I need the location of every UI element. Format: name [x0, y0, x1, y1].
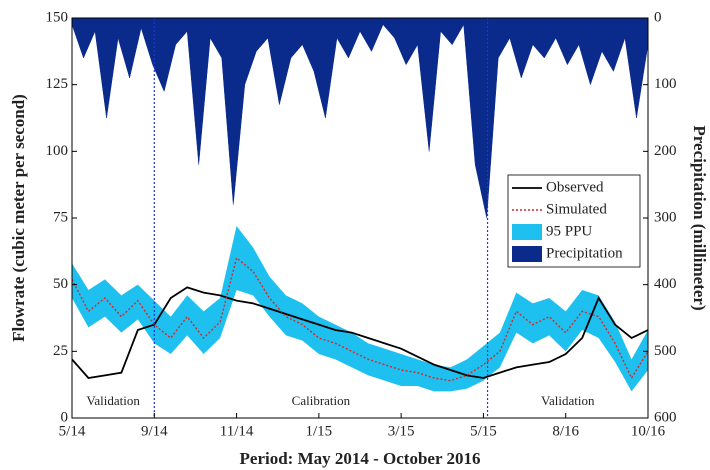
y2-axis-title: Precipitation (millimeter) [690, 125, 709, 310]
x-tick-label: 5/15 [470, 423, 497, 439]
precipitation-area [72, 18, 648, 219]
x-tick-label: 9/14 [141, 423, 168, 439]
x-tick-label: 5/14 [59, 423, 86, 439]
x-axis-title: Period: May 2014 - October 2016 [240, 449, 481, 468]
y2-tick-label: 0 [654, 9, 662, 25]
y-tick-label: 75 [53, 209, 68, 225]
legend-label: Precipitation [546, 245, 623, 261]
y-axis-title: Flowrate (cubic meter per second) [9, 94, 28, 342]
y-tick-label: 25 [53, 343, 68, 359]
y2-tick-label: 200 [654, 143, 677, 159]
y2-tick-label: 400 [654, 276, 677, 292]
y-tick-label: 125 [46, 76, 69, 92]
plot [72, 18, 648, 392]
y2-tick-label: 500 [654, 343, 677, 359]
legend-label: Simulated [546, 201, 607, 217]
legend-swatch [512, 246, 542, 262]
y2-tick-label: 600 [654, 409, 677, 425]
legend-label: Observed [546, 179, 604, 195]
y-tick-label: 150 [46, 9, 69, 25]
period-label: Validation [541, 393, 595, 408]
x-tick-label: 11/14 [220, 423, 254, 439]
y-tick-label: 50 [53, 276, 68, 292]
y-tick-label: 100 [46, 143, 69, 159]
x-tick-label: 1/15 [306, 423, 333, 439]
legend-swatch [512, 224, 542, 240]
x-tick-label: 8/16 [552, 423, 579, 439]
ppu-band [72, 226, 648, 392]
y-tick-label: 0 [61, 409, 69, 425]
y2-tick-label: 100 [654, 76, 677, 92]
y2-tick-label: 300 [654, 209, 677, 225]
x-tick-label: 3/15 [388, 423, 415, 439]
legend-label: 95 PPU [546, 223, 592, 239]
period-label: Calibration [292, 393, 351, 408]
x-tick-label: 10/16 [631, 423, 666, 439]
period-label: Validation [86, 393, 140, 408]
observed-line [72, 286, 648, 379]
